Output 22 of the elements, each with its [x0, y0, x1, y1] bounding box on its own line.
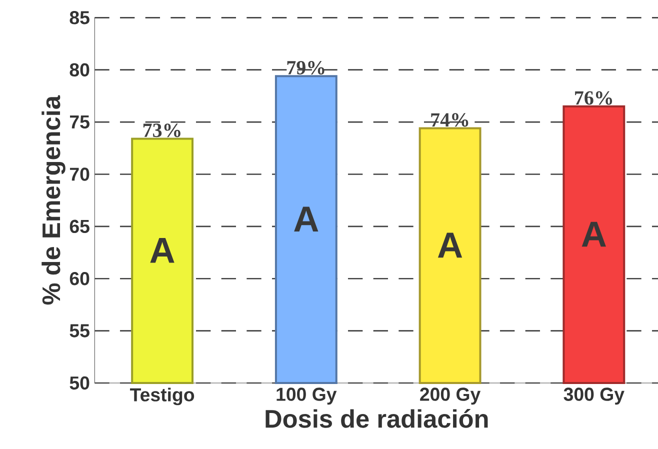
x-tick-label: Testigo — [130, 388, 194, 406]
y-tick-label: 85 — [70, 11, 90, 24]
x-axis-title: Dosis de radiación — [266, 409, 488, 428]
data-label: 74% — [431, 113, 468, 127]
y-tick-label: 70 — [70, 168, 90, 181]
data-label: 73% — [143, 124, 180, 138]
y-tick-label: 80 — [70, 63, 90, 76]
data-label: 79% — [287, 60, 324, 75]
x-tick-label: 200 Gy — [420, 388, 481, 405]
y-tick-label: 55 — [70, 324, 90, 338]
y-axis-title: % de Emergencia — [42, 95, 66, 305]
x-tick-label: 300 Gy — [564, 388, 624, 405]
data-label: 76% — [575, 91, 612, 105]
y-tick-label: 65 — [70, 220, 90, 234]
annotation: A — [438, 232, 462, 258]
annotation: A — [294, 206, 318, 232]
y-tick-label: 75 — [70, 116, 90, 129]
annotation: A — [150, 238, 174, 263]
annotation: A — [582, 222, 606, 247]
y-tick-label: 60 — [70, 272, 90, 286]
y-tick-label: 50 — [70, 376, 90, 390]
x-tick-label: 100 Gy — [276, 388, 337, 405]
